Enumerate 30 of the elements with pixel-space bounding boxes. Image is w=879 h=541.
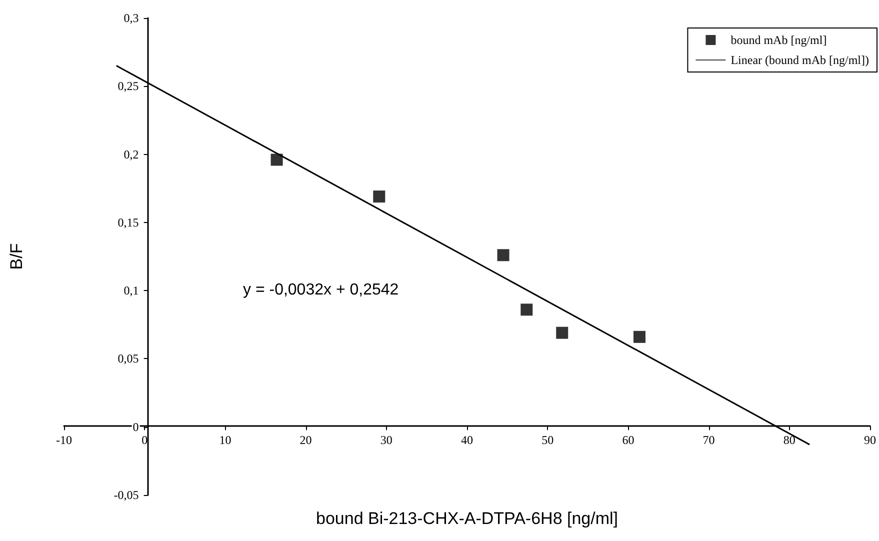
y-tick-label: 0,25 bbox=[118, 79, 139, 94]
x-tick-label: 30 bbox=[380, 433, 392, 448]
point bbox=[633, 330, 646, 343]
y-tick-label: 0,2 bbox=[124, 147, 139, 162]
legend-label: Linear (bound mAb [ng/ml]) bbox=[730, 53, 870, 67]
x-tick-label: 70 bbox=[702, 433, 715, 448]
y-tick-label: 0,05 bbox=[118, 352, 139, 366]
legend-label: bound mAb [ng/ml] bbox=[730, 33, 827, 47]
x-tick-label: -10 bbox=[56, 433, 72, 448]
x-tick-label: 20 bbox=[300, 433, 312, 448]
x-axis-title: bound Bi-213-CHX-A-DTPA-6H8 [ng/ml] bbox=[316, 509, 618, 528]
y-tick-label: 0,3 bbox=[124, 11, 139, 25]
point bbox=[373, 190, 386, 203]
y-axis-title: B/F bbox=[7, 243, 26, 270]
x-tick-label: 40 bbox=[461, 433, 473, 448]
y-tick-label: -0,05 bbox=[114, 488, 139, 502]
point bbox=[556, 326, 568, 339]
x-tick-label: 90 bbox=[864, 433, 876, 448]
x-tick-label: 10 bbox=[219, 433, 232, 448]
point bbox=[497, 249, 510, 262]
point bbox=[520, 304, 533, 316]
x-tick-label: 0 bbox=[142, 433, 148, 448]
annotation: y = -0,0032x + 0,2542 bbox=[243, 282, 399, 298]
x-tick-label: 50 bbox=[542, 433, 554, 448]
x-tick-label: 60 bbox=[622, 433, 634, 448]
y-tick-label: 0 bbox=[132, 420, 139, 434]
x-tick-label: 80 bbox=[783, 433, 796, 448]
y-tick-label: 0,15 bbox=[118, 215, 139, 230]
y-tick-label: 0,1 bbox=[124, 284, 139, 298]
point bbox=[270, 154, 283, 166]
